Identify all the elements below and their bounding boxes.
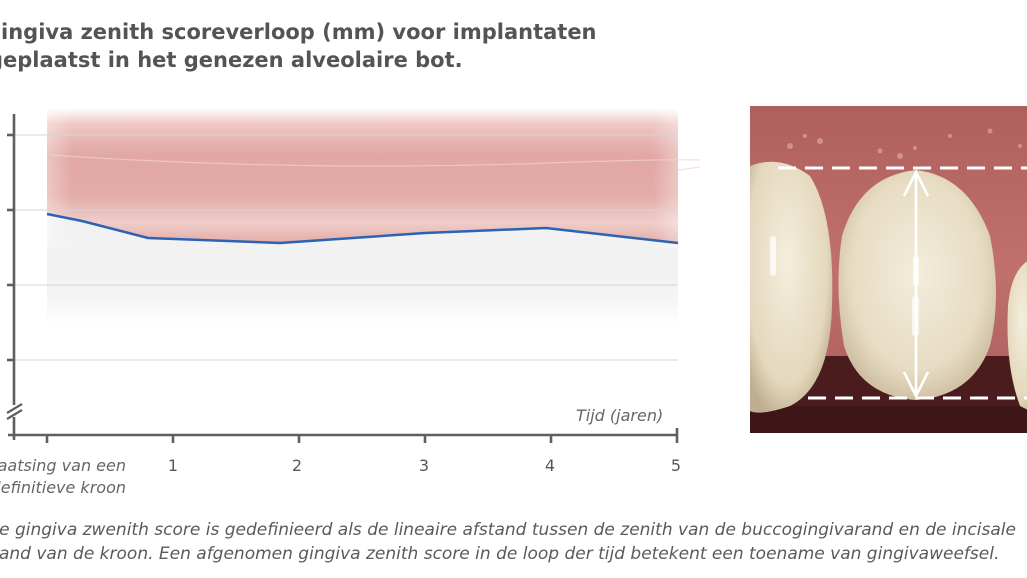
x-tick-label-2: 2 bbox=[291, 456, 303, 475]
tooth-photo bbox=[750, 106, 1027, 433]
chart-title: gingiva zenith scoreverloop (mm) voor im… bbox=[0, 18, 626, 74]
double-arrow-icon bbox=[902, 169, 930, 399]
x-tick-label-3: 3 bbox=[418, 456, 430, 475]
caption-line-1: De gingiva zwenith score is gedefinieerd… bbox=[0, 520, 1016, 540]
grid-lines bbox=[15, 134, 678, 361]
x-tick-label-4: 4 bbox=[544, 456, 556, 475]
x-tick-label-baseline: Plaatsing van een definitieve kroon bbox=[0, 456, 126, 497]
x-axis bbox=[8, 428, 679, 443]
tooth-illustration bbox=[750, 106, 1027, 433]
y-axis bbox=[7, 114, 16, 437]
axis-break-icon bbox=[6, 403, 23, 420]
line-chart: Tijd (jaren) Plaatsing van een definitie… bbox=[0, 108, 700, 497]
chart-caption: De gingiva zwenith score is gedefinieerd… bbox=[0, 518, 1016, 566]
caption-line-2: rand van de kroon. Een afgenomen gingiva… bbox=[0, 544, 1000, 564]
right-tooth bbox=[1007, 261, 1027, 410]
chart-title-line-1: gingiva zenith scoreverloop (mm) voor im… bbox=[0, 20, 597, 44]
left-tooth bbox=[750, 161, 833, 413]
score-line bbox=[46, 212, 679, 245]
chart-title-line-2: geplaatst in het genezen alveolaire bot. bbox=[0, 48, 463, 72]
chart-canvas bbox=[6, 108, 700, 443]
x-tick-label-5: 5 bbox=[670, 456, 682, 475]
x-axis-title: Tijd (jaren) bbox=[576, 406, 664, 425]
x-tick-label-1: 1 bbox=[167, 456, 179, 475]
